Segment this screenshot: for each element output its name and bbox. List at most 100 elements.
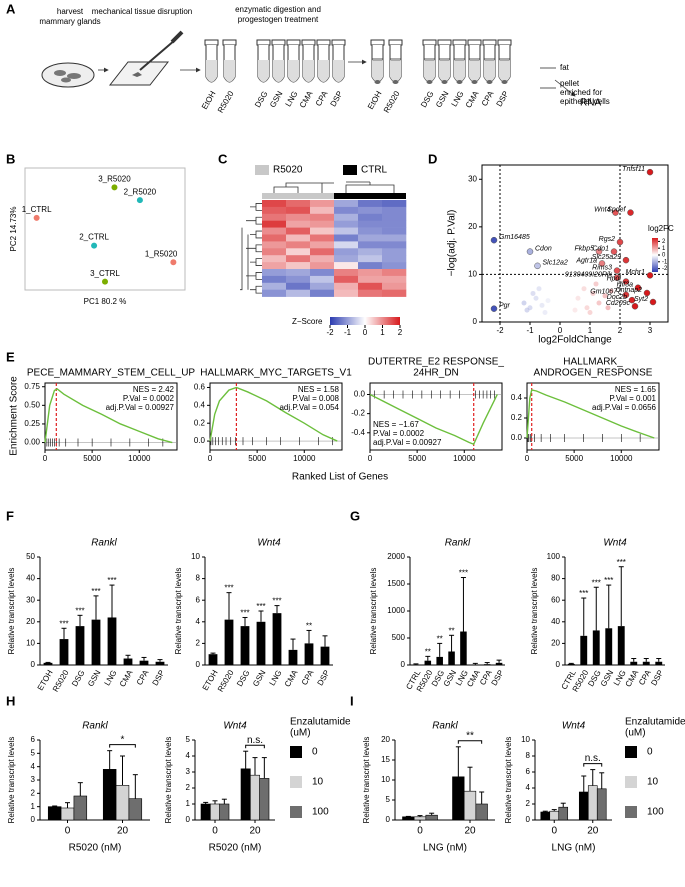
bar [200, 803, 211, 821]
significance: * [121, 734, 125, 745]
plot-frame [526, 382, 660, 451]
x-tick-label: 5000 [248, 454, 266, 463]
legend-swatch [255, 165, 269, 175]
tube-cap [467, 39, 482, 46]
group-bar [334, 193, 358, 199]
y-tick-label: 2 [526, 799, 531, 808]
legend-swatch [625, 806, 637, 818]
panel-label: I [350, 693, 354, 708]
gene-label: Pgr [499, 303, 511, 310]
bar [155, 661, 165, 665]
bar [219, 803, 230, 821]
stat-text: NES = 1.65 [615, 385, 657, 394]
gene-label: Gm16485 [499, 234, 530, 241]
significance: *** [579, 589, 588, 598]
volcano-point [536, 286, 542, 292]
legend-label: R5020 [273, 165, 303, 176]
stat-text: adj.P.Val = 0.00927 [373, 438, 442, 447]
bar [617, 626, 625, 665]
significance-bracket [457, 740, 483, 744]
y-tick-label: 10 [468, 270, 477, 279]
y-tick-label: 3 [186, 767, 191, 776]
y-tick-label: 0 [473, 317, 478, 326]
tube-liquid [372, 60, 383, 82]
stat-text: adj.P.Val = 0.054 [279, 403, 339, 412]
gene-point [622, 256, 630, 264]
x-tick-label: CMA [283, 668, 300, 688]
y-tick-label: 0.00 [24, 438, 40, 447]
heat-cell [310, 206, 335, 215]
bar [540, 811, 551, 821]
x-tick-label: 20 [249, 826, 261, 837]
volcano-point [602, 293, 608, 299]
gene-point [595, 248, 603, 255]
heat-cell [310, 200, 335, 208]
heat-cell [382, 220, 407, 228]
y-tick-label: 10 [26, 639, 35, 648]
legend-swatch [343, 165, 357, 175]
y-tick-label: 3 [31, 775, 36, 784]
heat-cell [262, 262, 287, 270]
tube-cap [286, 39, 301, 46]
significance: *** [59, 619, 68, 628]
bar [630, 661, 638, 665]
chart-title: Wnt4 [223, 721, 247, 732]
gene-label: Fkbp5 [575, 245, 595, 252]
heat-cell [286, 220, 311, 228]
bar [128, 798, 143, 821]
volcano-point [584, 305, 590, 311]
significance: *** [459, 569, 468, 578]
x-tick-label: 0 [558, 326, 563, 335]
y-tick-label: 20 [381, 735, 390, 744]
bar [605, 628, 613, 665]
x-axis-label: LNG (nM) [423, 843, 467, 854]
heat-cell [286, 255, 311, 263]
y-tick-label: 100 [547, 552, 561, 561]
stat-text: P.Val = 0.001 [609, 394, 656, 403]
significance: *** [604, 576, 613, 585]
y-tick-label: 5 [386, 795, 391, 804]
heat-cell [262, 289, 287, 297]
heat-cell [310, 269, 335, 277]
bar [259, 778, 270, 821]
scale-tick-label: 0 [363, 328, 368, 337]
enrichment-curve [526, 389, 655, 439]
scale-tick-label: -2 [326, 328, 334, 337]
dendrogram [250, 203, 262, 211]
gene-label: Mchr1 [626, 269, 646, 276]
legend-swatch [290, 806, 302, 818]
x-tick-label: 0 [212, 826, 218, 837]
y-tick-label: 50 [26, 552, 35, 561]
x-axis-label: Ranked List of Genes [292, 472, 388, 483]
tube-liquid [454, 60, 465, 82]
x-tick-label: 3 [648, 326, 653, 335]
gene-point [646, 168, 654, 176]
x-tick-label: LNG [268, 669, 284, 688]
significance-bracket [245, 744, 265, 749]
dendrogram [273, 181, 395, 193]
bar [224, 619, 234, 665]
tube-cap [422, 39, 437, 46]
legend-label: 100 [647, 807, 664, 818]
heat-cell [382, 206, 407, 215]
gene-label: Cd209c [606, 300, 631, 307]
pellet [501, 80, 508, 84]
tube-liquid [303, 60, 314, 82]
x-tick-label: 5000 [408, 454, 426, 463]
heat-cell [262, 227, 287, 235]
y-axis-label: Relative transcript levels [530, 568, 539, 655]
bar [642, 661, 650, 665]
volcano-point [581, 286, 587, 292]
heat-cell [334, 241, 359, 249]
legend-title: (uM) [625, 728, 646, 739]
y-tick-label: 5 [31, 748, 36, 757]
x-tick-label: 0 [208, 454, 213, 463]
gene-point [634, 284, 642, 291]
gene-point [526, 248, 534, 255]
x-tick-label: 20 [587, 826, 599, 837]
significance: *** [617, 558, 626, 567]
y-tick-label: 40 [551, 617, 560, 626]
gene-point [631, 303, 639, 310]
volcano-point [596, 300, 602, 306]
colorbar [330, 317, 400, 325]
